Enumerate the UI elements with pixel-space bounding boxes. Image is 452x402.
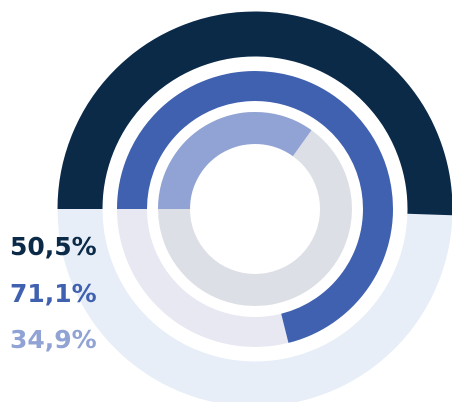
value-label: 71,1% <box>10 279 97 308</box>
value-label: 50,5% <box>10 232 97 261</box>
value-label: 34,9% <box>10 325 97 354</box>
ring-arc <box>158 112 312 210</box>
ring-arc <box>117 71 393 343</box>
ring-arc <box>57 11 452 216</box>
